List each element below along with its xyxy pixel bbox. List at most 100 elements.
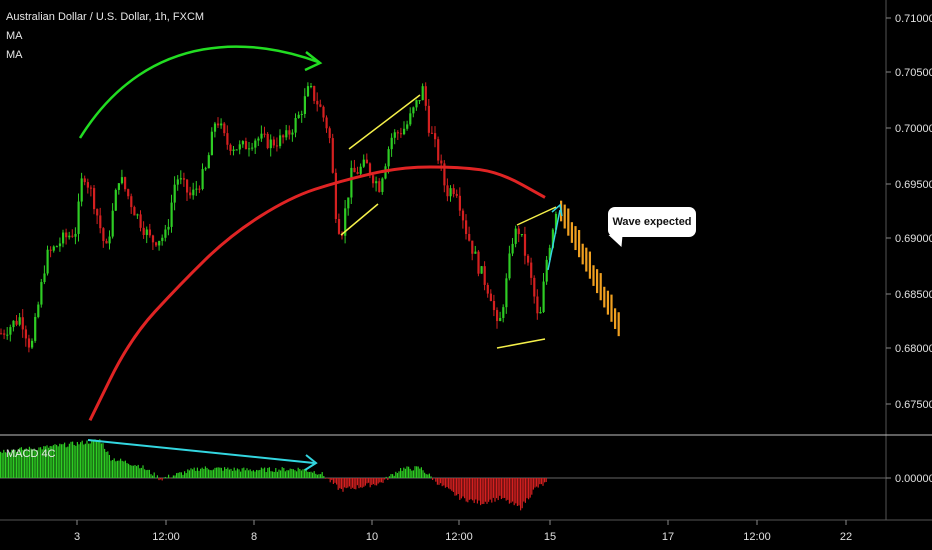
candle-body	[288, 130, 291, 135]
indicator-ma-2[interactable]: MA	[6, 49, 23, 61]
macd-bar	[374, 478, 376, 486]
indicator-ma-1[interactable]: MA	[6, 30, 23, 42]
macd-bar	[398, 471, 400, 478]
time-tick: 12:00	[445, 531, 473, 543]
macd-bar	[377, 478, 379, 484]
macd-bar	[241, 468, 243, 478]
candle-body	[198, 188, 201, 190]
macd-bar	[465, 478, 467, 502]
projection-bar	[596, 269, 599, 294]
candle-body	[130, 196, 133, 208]
candle-body	[93, 188, 96, 210]
macd-bar	[131, 465, 133, 478]
macd-bar	[196, 467, 198, 478]
macd-bar	[44, 446, 46, 478]
macd-bar	[94, 439, 96, 478]
macd-bar	[16, 451, 18, 478]
macd-bar	[75, 445, 77, 478]
candle-body	[502, 307, 505, 318]
candle-body	[269, 139, 272, 149]
macd-bar	[452, 478, 454, 492]
macd-bar	[468, 478, 470, 500]
candle-body	[15, 320, 18, 325]
candle-body	[170, 202, 173, 227]
candle-body	[325, 117, 328, 129]
macd-bar	[308, 472, 310, 478]
macd-bar	[316, 474, 318, 478]
macd-bar	[366, 478, 368, 484]
macd-bar	[78, 444, 80, 478]
macd-bar	[478, 478, 480, 501]
macd-bar	[30, 448, 32, 478]
macd-bar	[280, 470, 282, 478]
macd-bar	[352, 478, 354, 488]
candle-body	[328, 128, 331, 139]
candle-body	[434, 133, 437, 140]
macd-bar	[283, 468, 285, 478]
macd-bar	[462, 478, 464, 497]
macd-bar	[137, 464, 139, 478]
candle-body	[486, 284, 489, 294]
candle-body	[179, 178, 182, 180]
projection-bar	[617, 312, 620, 337]
macd-bar	[492, 478, 494, 498]
macd-bar	[238, 469, 240, 478]
projection-bar	[581, 243, 584, 265]
projection-bar	[603, 286, 606, 308]
macd-bar	[449, 478, 451, 490]
projection-bar	[599, 273, 602, 301]
candle-body	[201, 169, 204, 190]
macd-bar	[56, 444, 58, 478]
candle-body	[440, 160, 443, 164]
candle-body	[424, 86, 427, 106]
macd-bar	[499, 478, 501, 496]
macd-bar	[123, 461, 125, 478]
candle-body	[220, 123, 223, 126]
macd-bar	[467, 478, 469, 503]
candle-body	[492, 301, 496, 311]
macd-bar	[528, 478, 530, 500]
macd-bar	[200, 468, 202, 478]
projection-bar	[592, 265, 595, 286]
macd-bar	[332, 478, 334, 484]
macd-bar	[160, 478, 162, 480]
candle-body	[241, 141, 244, 145]
candle-body	[275, 145, 279, 147]
macd-bar	[372, 478, 374, 485]
candle-body	[217, 123, 220, 126]
macd-bar	[104, 448, 106, 478]
macd-bar	[142, 465, 144, 478]
macd-bar	[259, 469, 261, 478]
macd-bar	[64, 442, 66, 478]
candle-body	[145, 229, 148, 235]
macd-bar	[489, 478, 491, 500]
macd-bar	[284, 471, 286, 478]
macd-bar	[121, 460, 123, 478]
candle-body	[263, 133, 266, 135]
candle-body	[80, 178, 83, 202]
macd-bar	[80, 442, 82, 478]
macd-bar	[46, 445, 48, 478]
candle-body	[387, 149, 390, 167]
candle-body	[12, 320, 15, 328]
macd-indicator-label[interactable]: MACD 4C	[6, 448, 56, 460]
candle-body	[89, 187, 93, 189]
candle-body	[409, 113, 412, 125]
macd-bar	[60, 444, 62, 478]
macd-bar	[380, 478, 382, 483]
candle-body	[334, 172, 337, 219]
macd-bar	[73, 444, 75, 478]
macd-bar	[236, 468, 238, 478]
candle-body	[359, 166, 362, 174]
macd-bar	[505, 478, 507, 501]
candle-body	[27, 338, 31, 348]
macd-bar	[460, 478, 462, 499]
macd-bar	[145, 470, 147, 478]
candle-body	[272, 139, 275, 146]
macd-bar	[0, 451, 2, 478]
macd-bar	[299, 469, 301, 478]
macd-bar	[198, 470, 200, 478]
candle-body	[294, 118, 297, 133]
macd-bar	[484, 478, 486, 502]
